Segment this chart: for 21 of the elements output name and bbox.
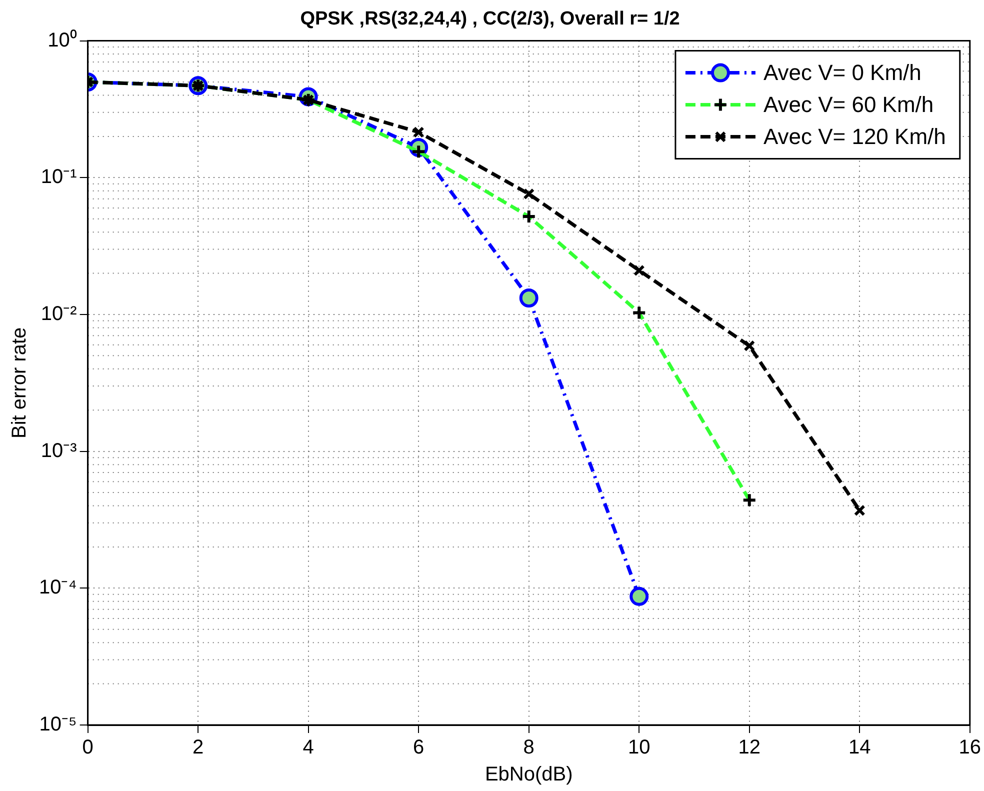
x-tick-label: 10 [628,736,650,759]
legend-label: Avec V= 120 Km/h [763,124,946,149]
y-tick-label: 10⁻¹ [40,166,78,188]
legend-label: Avec V= 60 Km/h [763,92,934,117]
y-tick-label: 10⁻² [40,302,78,325]
y-axis-title: Bit error rate [8,327,31,438]
y-tick-label: 10⁰ [48,28,77,52]
y-tick-label: 10⁻⁵ [39,714,77,736]
x-axis-title: EbNo(dB) [484,764,573,786]
x-tick-label: 6 [413,736,424,759]
y-tick-label: 10⁻³ [40,440,78,462]
legend-label: Avec V= 0 Km/h [763,60,922,85]
chart-title: QPSK ,RS(32,24,4) , CC(2/3), Overall r= 1/2 [300,8,680,30]
x-tick-label: 8 [523,736,534,759]
x-tick-label: 16 [958,736,981,759]
x-tick-label: 12 [738,736,760,759]
x-tick-label: 4 [302,736,314,759]
x-tick-label: 14 [848,736,871,759]
x-tick-label: 2 [192,736,204,759]
y-tick-label: 10⁻⁴ [38,576,77,599]
x-tick-label: 0 [82,736,94,759]
